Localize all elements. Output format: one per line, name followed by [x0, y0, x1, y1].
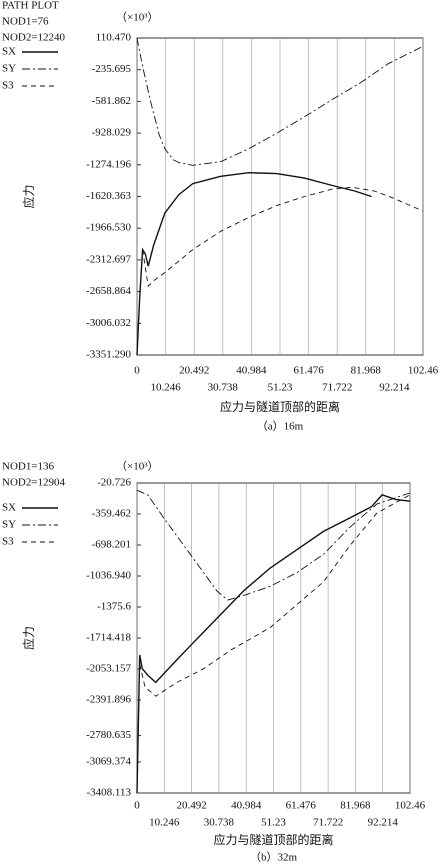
- series-line: [139, 494, 411, 697]
- x-tick-label: 51.23: [268, 382, 293, 394]
- y-tick-label: -3351.290: [86, 349, 131, 361]
- y-tick-label: -3069.374: [86, 756, 131, 768]
- x-tick-label: 81.968: [351, 365, 382, 377]
- y-tick-label: -928.029: [92, 127, 132, 139]
- x-tick-label: 0: [134, 800, 140, 812]
- x-tick-label: 10.246: [150, 382, 181, 394]
- x-tick-label: 40.984: [231, 800, 262, 812]
- x-axis-title: 应力与隧道顶部的距离: [220, 399, 340, 414]
- y-tick-label: -20.726: [97, 477, 131, 489]
- legend-label: SX: [2, 46, 16, 58]
- x-tick-label: 71.722: [322, 382, 352, 394]
- y-tick-label: -1714.418: [86, 632, 131, 644]
- x-tick-label: 51.23: [261, 817, 286, 829]
- y-tick-label: -1620.363: [86, 190, 131, 202]
- series-line: [142, 186, 424, 288]
- legend-label: SY: [2, 519, 16, 531]
- y-tick-label: -2053.157: [86, 663, 131, 675]
- series-line: [136, 37, 424, 166]
- series-line: [136, 171, 372, 356]
- y-tick-label: -3408.113: [86, 787, 131, 799]
- y-axis-title: 应力: [21, 184, 36, 208]
- unit-label: （×10³）: [116, 11, 159, 24]
- x-tick-label: 0: [134, 365, 140, 377]
- unit-label: （×10³）: [116, 460, 159, 473]
- series-line: [136, 489, 411, 601]
- y-tick-label: -235.695: [92, 63, 132, 75]
- y-tick-label: -1966.530: [86, 222, 131, 234]
- x-tick-label: 71.722: [313, 817, 343, 829]
- legend-label: S3: [2, 80, 14, 92]
- y-axis-title: 应力: [21, 626, 36, 650]
- x-tick-label: 40.984: [236, 365, 267, 377]
- legend-label: S3: [2, 536, 14, 548]
- x-tick-label: 102.46: [395, 800, 426, 812]
- x-axis-title: 应力与隧道顶部的距离: [213, 832, 333, 847]
- header-line: NOD1=136: [2, 461, 55, 473]
- header-line: NOD2=12904: [2, 477, 66, 489]
- header-line: NOD2=12240: [2, 32, 66, 44]
- y-tick-label: -359.462: [92, 508, 131, 520]
- legend-label: SY: [2, 63, 16, 75]
- y-tick-label: 110.470: [96, 32, 132, 44]
- x-tick-label: 81.968: [340, 800, 371, 812]
- header-line: NOD1=76: [2, 16, 49, 28]
- caption: （a）16m: [257, 420, 304, 433]
- x-tick-label: 92.214: [368, 817, 399, 829]
- x-tick-label: 20.492: [179, 365, 209, 377]
- y-tick-label: -2312.697: [86, 253, 131, 265]
- y-tick-label: -1375.6: [97, 601, 131, 613]
- y-tick-label: -1036.940: [86, 570, 131, 582]
- x-tick-label: 10.246: [149, 817, 180, 829]
- y-tick-label: -698.201: [92, 539, 131, 551]
- header-line: PATH PLOT: [2, 0, 59, 12]
- x-tick-label: 30.738: [208, 382, 239, 394]
- x-tick-label: 30.738: [204, 817, 235, 829]
- caption: （b）32m: [250, 851, 297, 864]
- y-tick-label: -2658.864: [86, 285, 131, 297]
- y-tick-label: -3006.032: [86, 317, 131, 329]
- legend-label: SX: [2, 502, 16, 514]
- x-tick-label: 20.492: [176, 800, 206, 812]
- y-tick-label: -1274.196: [86, 158, 131, 170]
- y-tick-label: -2780.635: [86, 729, 131, 741]
- x-tick-label: 102.46: [408, 365, 439, 377]
- y-tick-label: -2391.896: [86, 694, 131, 706]
- x-tick-label: 61.476: [286, 800, 317, 812]
- y-tick-label: -581.862: [92, 95, 131, 107]
- series-line: [136, 493, 411, 794]
- x-tick-label: 92.214: [379, 382, 410, 394]
- x-tick-label: 61.476: [293, 365, 324, 377]
